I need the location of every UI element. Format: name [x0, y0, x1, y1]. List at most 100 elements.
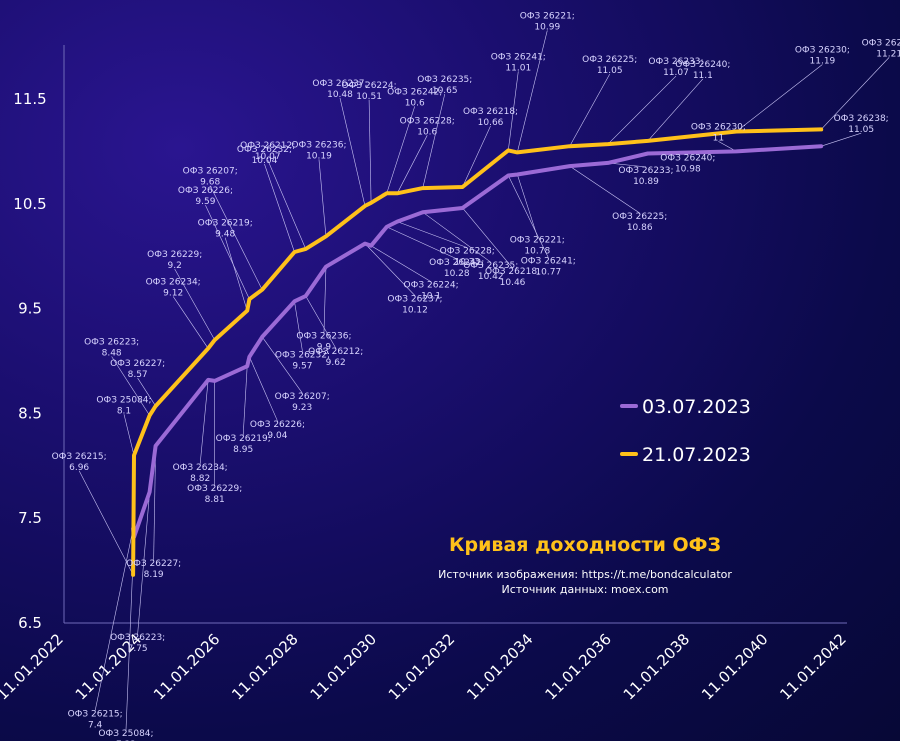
annotation-leader [172, 296, 209, 349]
y-tick-label: 9.5 [18, 300, 42, 318]
annotation-leader [462, 207, 513, 269]
point-annotation: ОФЗ 26225; 11.05 [582, 55, 637, 76]
point-annotation: ОФЗ 26212; 10.07 [240, 141, 295, 162]
annotation-leader [607, 75, 677, 145]
point-annotation: ОФЗ 26230; 11 [691, 122, 746, 143]
annotation-leader [462, 125, 491, 188]
point-annotation: ОФЗ 26219; 8.95 [216, 434, 271, 455]
point-annotation: ОФЗ 26237; 10.48 [312, 79, 367, 100]
point-annotation: ОФЗ 26224; 10.1 [404, 281, 459, 302]
annotation-leader [323, 266, 327, 333]
legend-label-2: 21.07.2023 [642, 444, 751, 466]
y-tick-label: 7.5 [18, 509, 42, 527]
point-annotation: ОФЗ 26237; 10.12 [387, 295, 442, 316]
x-tick-label: 11.01.2032 [385, 630, 458, 703]
point-annotation: ОФЗ 25084;7.32 [98, 729, 153, 741]
annotation-leader [517, 30, 548, 153]
point-annotation: ОФЗ 26218; 10.46 [485, 267, 540, 288]
point-annotation: ОФЗ 26230; 11.19 [795, 45, 850, 66]
point-annotation: ОФЗ 25084; 8.1 [96, 395, 151, 416]
annotation-leader [294, 301, 303, 352]
x-tick-label: 11.01.2042 [776, 630, 849, 703]
point-annotation: ОФЗ 26219; 9.48 [198, 219, 253, 240]
annotation-leader [174, 268, 215, 341]
annotation-leader [305, 295, 336, 349]
legend-label-1: 03.07.2023 [642, 396, 751, 418]
annotation-leader [111, 356, 150, 416]
point-annotation: ОФЗ 26241; 11.01 [491, 52, 546, 73]
annotation-leader [78, 470, 134, 575]
point-annotation: ОФЗ 26242; 10.6 [387, 87, 442, 108]
annotation-leader [508, 175, 549, 258]
annotation-leader [507, 71, 519, 151]
point-annotation: ОФЗ 26240; 11.1 [675, 60, 730, 81]
point-annotation: ОФЗ 26238; 11.05 [834, 114, 889, 135]
point-annotation: ОФЗ 26215; 7.4 [68, 710, 123, 731]
annotation-leader [137, 377, 156, 407]
annotation-leader [209, 185, 263, 290]
point-annotation: ОФЗ 26215; 6.96 [52, 452, 107, 473]
point-annotation: ОФЗ 26207; 9.68 [183, 167, 238, 188]
annotation-leader [386, 226, 457, 260]
annotation-leader [368, 99, 372, 203]
point-annotation: ОФЗ 26235; 10.65 [417, 75, 472, 96]
point-annotation: ОФЗ 26226; 9.59 [178, 186, 233, 207]
y-tick-label: 6.5 [18, 614, 42, 632]
x-tick-label: 11.01.2036 [541, 630, 614, 703]
annotation-leader [821, 132, 862, 147]
annotation-leaders [78, 30, 890, 731]
point-annotation: ОФЗ 26234; 8.82 [173, 463, 228, 484]
x-tick-label: 11.01.2038 [620, 630, 693, 703]
point-annotation: ОФЗ 26218; 10.66 [463, 107, 518, 128]
point-annotation: ОФЗ 26225; 10.86 [612, 212, 667, 233]
point-annotation: ОФЗ 26224; 10.51 [342, 81, 397, 102]
y-tick-label: 11.5 [13, 90, 46, 108]
annotation-leader [205, 205, 250, 300]
annotation-leader [647, 78, 704, 142]
annotation-leader [396, 135, 428, 194]
annotation-leader [242, 366, 248, 436]
annotation-leader [820, 57, 890, 130]
point-annotation: ОФЗ 26223; 8.48 [84, 337, 139, 358]
point-annotation: ОФЗ 26229; 8.81 [187, 484, 242, 505]
annotation-leader [397, 221, 468, 248]
point-annotation: ОФЗ 26241; 10.77 [521, 257, 576, 278]
annotation-leader [224, 237, 248, 311]
data-source: Источник данных: moex.com [501, 583, 668, 596]
annotation-leader [339, 97, 366, 206]
annotation-leader [370, 245, 432, 282]
point-annotation: ОФЗ 26221; 10.99 [520, 11, 575, 32]
annotation-leader [386, 106, 416, 194]
chart-title: Кривая доходности ОФЗ [449, 534, 721, 556]
annotation-leader [94, 528, 134, 711]
point-annotation: ОФЗ 26232; 9.57 [275, 350, 330, 371]
point-annotation: ОФЗ 26240; 10.98 [660, 153, 715, 174]
annotation-leader [364, 243, 416, 296]
point-annotation: ОФЗ 26227; 8.19 [126, 559, 181, 580]
point-annotation: ОФЗ 26221; 10.78 [510, 235, 565, 256]
series-line-2 [131, 127, 824, 577]
annotation-leader [267, 159, 306, 249]
point-annotation: ОФЗ 26232; 10.04 [237, 145, 292, 166]
annotation-leader [569, 165, 640, 214]
point-annotation: ОФЗ 26227; 8.57 [110, 359, 165, 380]
point-annotation: ОФЗ 26235; 10.42 [463, 261, 518, 282]
point-annotation: ОФЗ 26233; 11.07 [648, 57, 703, 78]
point-annotation: ОФЗ 26233; 10.89 [618, 166, 673, 187]
legend: 03.07.2023 21.07.2023 [620, 396, 751, 466]
point-annotation: ОФЗ 26207; 9.23 [275, 392, 330, 413]
point-annotation: ОФЗ 26236; 9.9 [296, 332, 351, 353]
y-tick-label: 10.5 [13, 195, 46, 213]
point-annotation: ОФЗ 26236; 10.19 [291, 140, 346, 161]
annotation-leader [607, 162, 647, 168]
annotation-leader [264, 163, 295, 253]
point-annotation: ОФЗ 26228; 10.6 [400, 116, 455, 137]
point-annotation: ОФЗ 26228; 10.33 [440, 247, 495, 268]
annotation-leader [422, 211, 491, 263]
point-annotation: ОФЗ 26234; 9.12 [146, 277, 201, 298]
x-tick-label: 11.01.2030 [307, 630, 380, 703]
annotation-leader [199, 379, 209, 464]
series-line-1 [131, 144, 824, 540]
